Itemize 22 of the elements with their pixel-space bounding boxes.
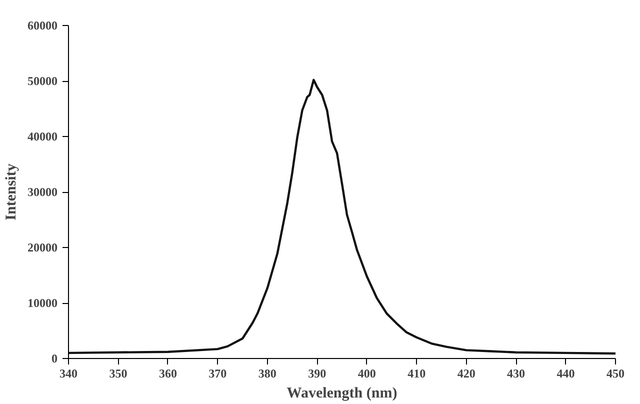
y-tick-label: 40000 (28, 130, 58, 144)
x-tick-label: 400 (358, 366, 376, 380)
x-tick-label: 360 (158, 366, 177, 380)
y-tick-label: 10000 (28, 296, 58, 310)
y-tick-label: 50000 (28, 74, 58, 88)
y-tick-label: 30000 (28, 185, 58, 199)
x-tick-label: 450 (606, 366, 624, 380)
x-tick-label: 440 (556, 366, 575, 380)
y-tick-label: 20000 (28, 240, 58, 254)
x-tick-label: 430 (507, 366, 526, 380)
x-axis-title: Wavelength (nm) (286, 386, 398, 402)
x-tick-label: 380 (258, 366, 276, 380)
x-tick-label: 390 (308, 366, 326, 380)
y-tick-label: 0 (52, 352, 58, 366)
line-series (68, 78, 616, 355)
x-tick-label: 350 (109, 366, 128, 380)
x-tick-label: 410 (408, 366, 426, 380)
x-tick-label: 420 (457, 366, 476, 380)
x-tick-label: 370 (208, 366, 227, 380)
x-tick-label: 340 (60, 366, 78, 380)
y-tick-label: 60000 (28, 18, 58, 32)
y-axis-title: Intensity (4, 163, 20, 220)
